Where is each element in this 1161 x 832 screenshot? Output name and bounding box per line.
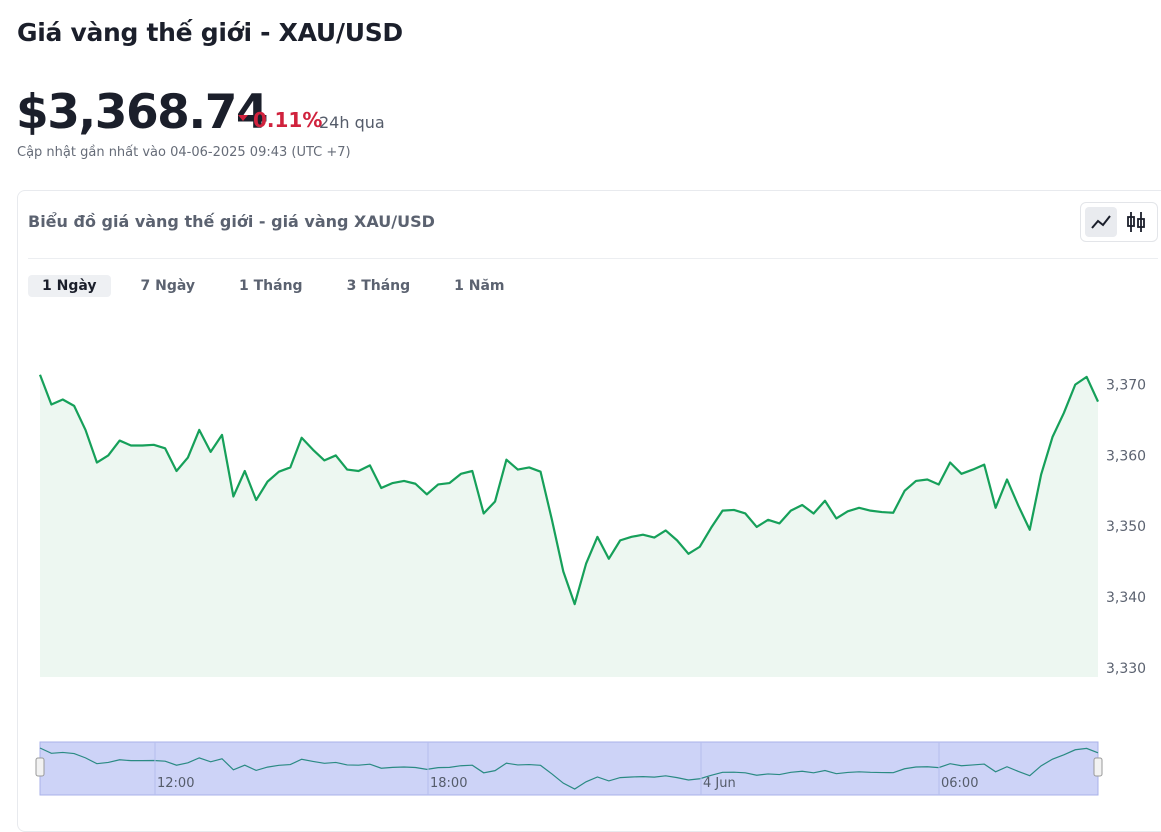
y-tick-label: 3,370 [1106,378,1146,394]
price: $3,368.74 [16,85,269,140]
range-tab[interactable]: 3 Tháng [346,278,411,294]
line-icon [1091,215,1111,229]
range-tab[interactable]: 1 Tháng [239,278,303,294]
range-tab[interactable]: 1 Năm [454,278,505,294]
page-title: Giá vàng thế giới - XAU/USD [17,18,403,47]
card-title: Biểu đồ giá vàng thế giới - giá vàng XAU… [28,212,435,231]
y-tick-label: 3,340 [1106,590,1146,606]
line-mode-button[interactable] [1085,207,1117,237]
chart-type-toggle [1080,202,1158,242]
candle-icon[interactable] [1127,212,1145,232]
change-period: 24h qua [319,113,385,132]
toggle-icons [1085,207,1145,237]
navigator-line [39,747,1099,790]
price-line [38,374,1099,606]
y-tick-label: 3,350 [1106,519,1146,535]
price-chart: 3,330 3,340 3,350 3,360 3,370 12:00 18:00 4 Jun… [35,374,1146,796]
navigator-handle[interactable] [1093,757,1103,777]
range-tab[interactable]: 7 Ngày [140,278,196,294]
navigator-label: 18:00 [430,776,467,791]
range-tabs: 1 Ngày 7 Ngày 1 Tháng 3 Tháng 1 Năm [28,275,535,297]
navigator-label: 06:00 [941,776,978,791]
navigator-label: 4 Jun [703,776,736,791]
page: Giá vàng thế giới - XAU/USD $3,368.74 0.… [0,0,1161,801]
price-change: 0.11% [238,108,322,132]
navigator-handle[interactable] [35,757,45,777]
y-tick-label: 3,330 [1106,661,1146,677]
separator [28,258,1158,259]
navigator-label: 12:00 [157,776,194,791]
area [40,374,1098,677]
range-tab[interactable]: 1 Ngày [28,275,111,297]
y-tick-label: 3,360 [1106,448,1146,464]
updated-time: Cập nhật gần nhất vào 04-06-2025 09:43 (… [17,145,351,160]
